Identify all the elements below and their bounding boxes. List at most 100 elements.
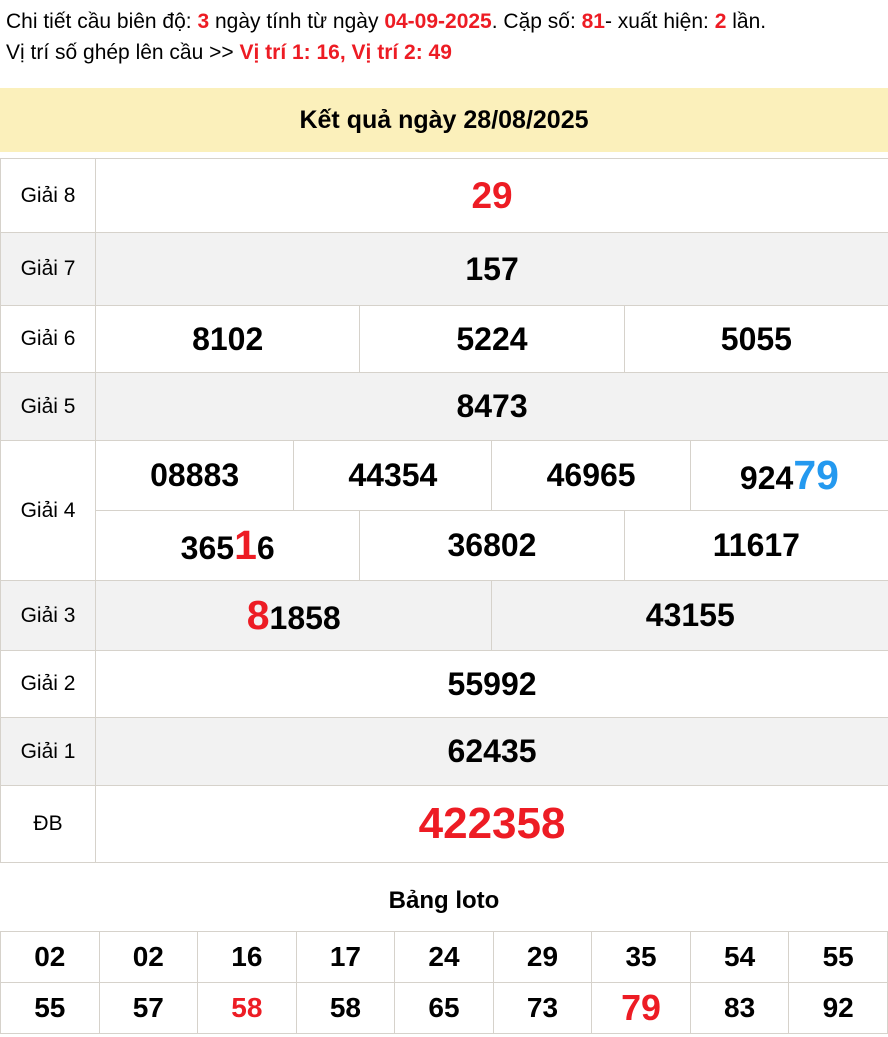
prize-row: Giải 5 8473 xyxy=(0,372,888,441)
text-segment: 2 xyxy=(714,10,727,33)
text-segment: Chi tiết cầu biên độ: xyxy=(6,10,198,33)
loto-table: 02 02 16 17 24 29 35 54 55 55 57 58 58 65 73 79 83 92 xyxy=(0,931,888,1034)
prize-value-cell: 43155 xyxy=(491,580,888,651)
prize-value-cell: 11617 xyxy=(623,510,888,581)
prize-value-cell: 55992 xyxy=(94,650,888,718)
text-segment: ngày tính từ ngày xyxy=(209,10,385,33)
text-segment: 24 xyxy=(428,941,460,972)
result-date-title: Kết quả ngày 28/08/2025 xyxy=(299,105,589,134)
prize-label: Giải 7 xyxy=(0,232,96,306)
loto-row: 02 02 16 17 24 29 35 54 55 xyxy=(0,931,888,983)
prize-value-cell: 8473 xyxy=(94,372,888,441)
prize-value-cell: 157 xyxy=(94,232,888,306)
text-segment: 8102 xyxy=(192,320,264,357)
text-segment: 1858 xyxy=(269,600,341,636)
prize-label: Giải 8 xyxy=(0,158,96,233)
text-segment: 55 xyxy=(34,992,66,1023)
text-segment: 8473 xyxy=(456,388,528,424)
loto-cell: 29 xyxy=(492,931,593,983)
prize-label: Giải 2 xyxy=(0,650,96,718)
text-segment: 43155 xyxy=(645,597,735,633)
loto-cell: 24 xyxy=(394,931,494,983)
text-segment: 73 xyxy=(526,992,559,1023)
prize-value-cell: 81858 xyxy=(94,580,493,651)
text-segment: 92 xyxy=(822,992,854,1023)
prize-row: 36516 36802 11617 xyxy=(1,510,888,581)
text-segment: 83 xyxy=(724,992,756,1023)
text-segment: 16 xyxy=(231,941,263,972)
loto-row: 55 57 58 58 65 73 79 83 92 xyxy=(0,982,888,1034)
loto-title: Bảng loto xyxy=(388,887,500,914)
bridge-summary: Chi tiết cầu biên độ: 3 ngày tính từ ngà… xyxy=(0,0,888,68)
text-segment: 11617 xyxy=(712,527,800,563)
text-segment: 58 xyxy=(231,992,263,1023)
text-segment: 79 xyxy=(793,452,839,498)
prize-value-cell: 36516 xyxy=(94,510,361,581)
text-segment: 46965 xyxy=(546,457,636,493)
prize-value-cell: 44354 xyxy=(293,440,493,511)
text-segment: 1 xyxy=(234,522,257,568)
prize-value-cell: 62435 xyxy=(94,717,888,786)
prize-label: Giải 4 xyxy=(0,440,96,581)
text-segment: 44354 xyxy=(348,457,438,493)
text-segment: 8 xyxy=(246,592,270,638)
prize-row: Giải 6 8102 5224 5055 xyxy=(0,305,888,373)
text-segment: 79 xyxy=(621,987,661,1028)
prize-value-cell: 92479 xyxy=(689,440,888,511)
text-segment: 55 xyxy=(822,941,854,972)
text-segment: 65 xyxy=(428,992,460,1023)
prize-row: ĐB 422358 xyxy=(0,785,888,863)
loto-cell: 17 xyxy=(295,931,396,983)
loto-cell: 16 xyxy=(197,931,297,983)
loto-cell: 02 xyxy=(98,931,199,983)
text-segment: lần. xyxy=(726,10,767,33)
text-segment: Vị trí 1: 16, Vị trí 2: 49 xyxy=(239,41,452,64)
loto-cell: 57 xyxy=(98,982,199,1034)
text-segment: 29 xyxy=(471,174,513,216)
loto-cell: 54 xyxy=(689,931,790,983)
text-segment: 54 xyxy=(724,941,756,972)
text-segment: 02 xyxy=(34,941,66,972)
prize-row: Giải 2 55992 xyxy=(0,650,888,718)
prize-row: Giải 8 29 xyxy=(0,158,888,233)
prize-value-cell: 46965 xyxy=(491,440,691,511)
text-segment: 36802 xyxy=(447,527,537,563)
loto-cell: 55 xyxy=(0,982,100,1034)
prize-label: ĐB xyxy=(0,785,96,863)
prize-value-cell: 5055 xyxy=(623,305,888,373)
prize-label: Giải 6 xyxy=(0,305,96,373)
prize-value-cell: 36802 xyxy=(359,510,625,581)
loto-cell: 02 xyxy=(0,931,100,983)
text-segment: . Cặp số: xyxy=(491,10,582,33)
loto-cell: 83 xyxy=(689,982,790,1034)
summary-line-1: Chi tiết cầu biên độ: 3 ngày tính từ ngà… xyxy=(6,6,882,37)
text-segment: 04-09-2025 xyxy=(384,10,492,33)
text-segment: 924 xyxy=(739,460,794,496)
prize-value-cell: 5224 xyxy=(359,305,625,373)
prize-value-cell: 422358 xyxy=(94,785,888,863)
prize-label: Giải 3 xyxy=(0,580,96,651)
text-segment: 81 xyxy=(581,10,605,33)
loto-cell: 35 xyxy=(591,931,691,983)
prize-row: Giải 7 157 xyxy=(0,232,888,306)
text-segment: 57 xyxy=(132,992,164,1023)
loto-cell: 58 xyxy=(197,982,297,1034)
results-table: Giải 8 29 Giải 7 157 Giải 6 8102 5224 5055 Giải … xyxy=(0,158,888,863)
prize-label: Giải 1 xyxy=(0,717,96,786)
text-segment: 5055 xyxy=(720,320,792,357)
text-segment: 365 xyxy=(180,530,235,566)
text-segment: 6 xyxy=(256,530,275,566)
text-segment: 157 xyxy=(465,250,519,287)
summary-line-2: Vị trí số ghép lên cầu >> Vị trí 1: 16, … xyxy=(6,37,882,68)
loto-cell: 73 xyxy=(492,982,593,1034)
loto-cell: 92 xyxy=(788,982,888,1034)
text-segment: 29 xyxy=(526,941,559,972)
text-segment: Vị trí số ghép lên cầu >> xyxy=(6,41,240,64)
text-segment: 35 xyxy=(625,941,657,972)
text-segment: 17 xyxy=(329,941,361,972)
text-segment: 62435 xyxy=(447,733,537,769)
loto-cell: 79 xyxy=(591,982,691,1034)
prize-row: Giải 1 62435 xyxy=(0,717,888,786)
loto-cell: 58 xyxy=(295,982,396,1034)
result-date-banner: Kết quả ngày 28/08/2025 xyxy=(0,88,888,152)
